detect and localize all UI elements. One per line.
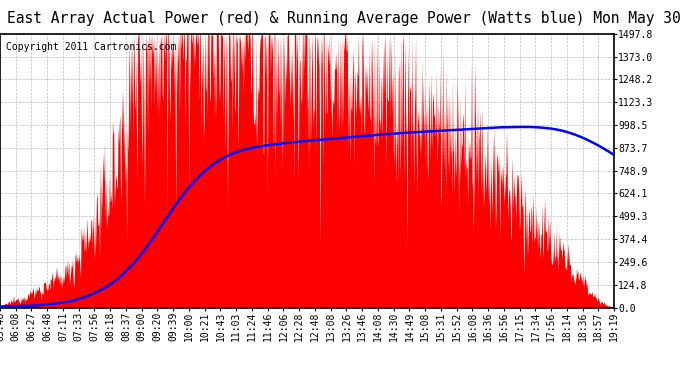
Text: East Array Actual Power (red) & Running Average Power (Watts blue) Mon May 30 19: East Array Actual Power (red) & Running …: [7, 11, 690, 26]
Text: Copyright 2011 Cartronics.com: Copyright 2011 Cartronics.com: [6, 42, 177, 52]
